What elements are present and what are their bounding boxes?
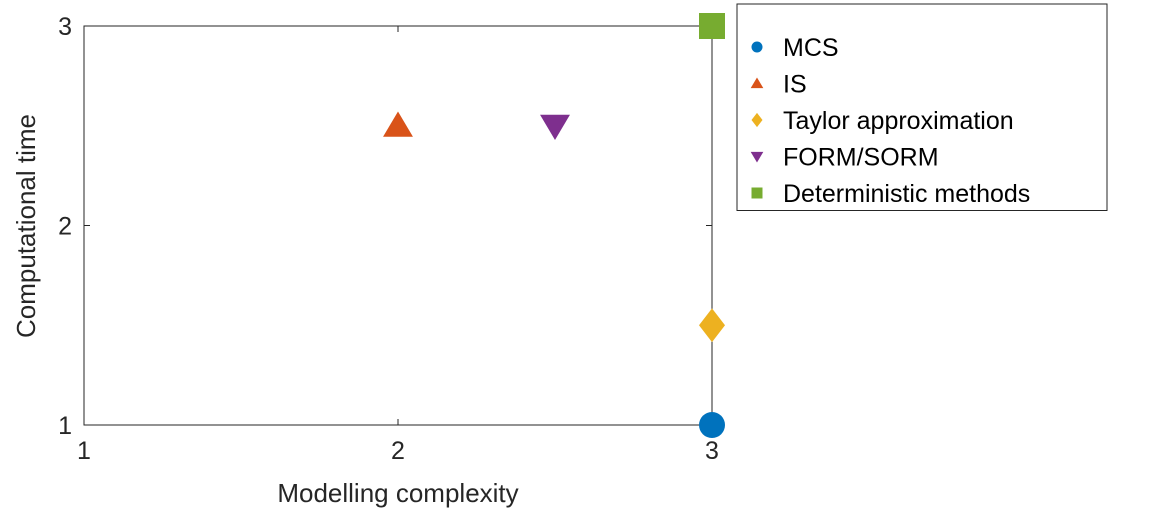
x-tick-label: 1 xyxy=(77,437,91,465)
plot-area-frame xyxy=(83,25,713,426)
data-point-form-sorm xyxy=(540,114,570,141)
legend-label-deterministic-methods: Deterministic methods xyxy=(783,180,1030,208)
y-tick-label: 2 xyxy=(58,213,72,241)
data-point-mcs xyxy=(699,412,725,438)
legend-label-mcs: MCS xyxy=(783,34,839,62)
legend-marker-form-sorm xyxy=(750,151,764,163)
axes: 1 2 3 1 2 3 xyxy=(58,13,719,465)
legend-label-is: IS xyxy=(783,71,807,99)
legend-marker-deterministic-methods xyxy=(751,187,763,199)
data-point-deterministic-methods xyxy=(699,13,725,39)
legend-marker-is xyxy=(750,77,764,89)
y-axis-title: Computational time xyxy=(11,114,41,338)
y-tick-label: 3 xyxy=(58,13,72,41)
y-tick-label: 1 xyxy=(58,412,72,440)
x-axis-title: Modelling complexity xyxy=(277,478,518,508)
legend-label-taylor-approximation: Taylor approximation xyxy=(783,107,1014,135)
x-tick-label: 3 xyxy=(705,437,719,465)
legend-box xyxy=(736,3,1108,211)
legend-label-form-sorm: FORM/SORM xyxy=(783,144,939,172)
data-point-taylor-approximation xyxy=(699,308,725,343)
x-tick-label: 2 xyxy=(391,437,405,465)
data-points xyxy=(383,13,725,438)
legend: MCS IS Taylor approximation FORM/SORM Determ… xyxy=(736,3,1108,211)
data-point-is xyxy=(383,111,413,137)
legend-marker-taylor-approximation xyxy=(751,112,763,128)
legend-marker-mcs xyxy=(751,41,763,53)
